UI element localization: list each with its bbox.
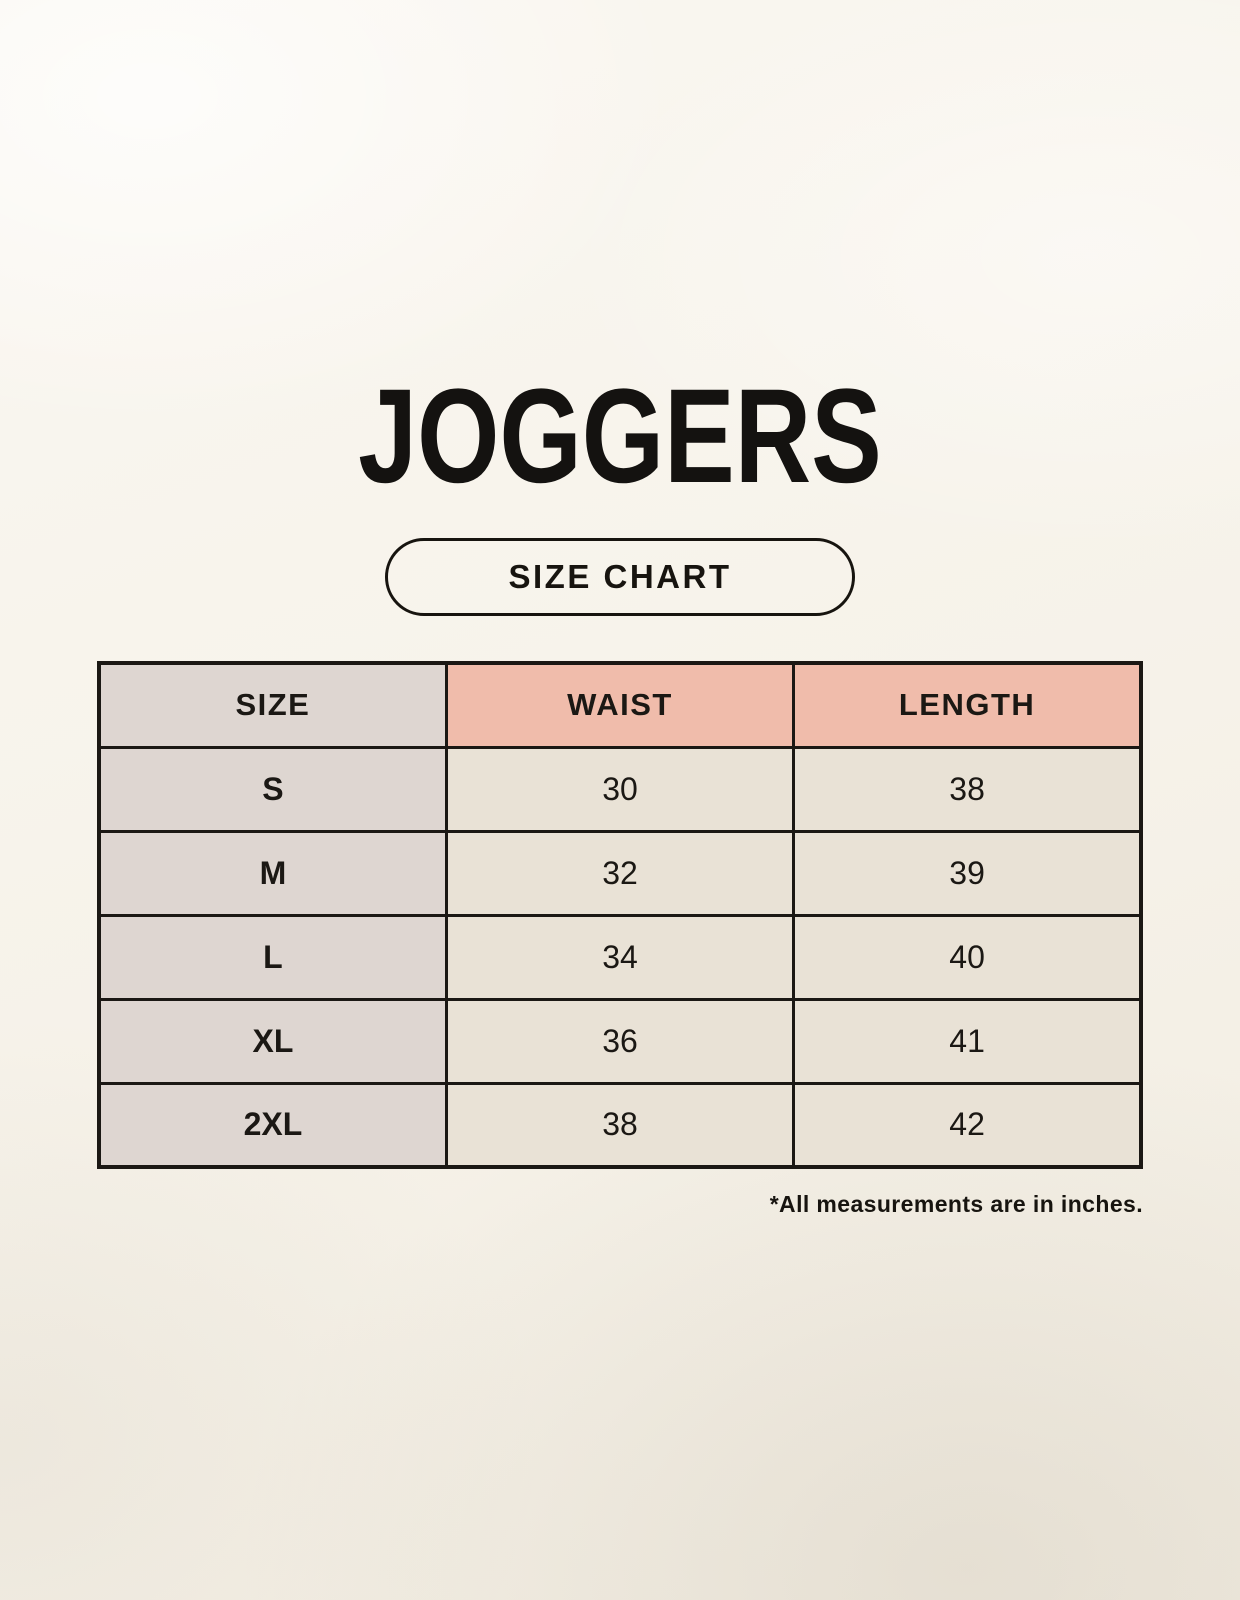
length-cell: 40 xyxy=(792,913,1143,1001)
page-title: JOGGERS xyxy=(358,362,882,511)
measurements-footnote: *All measurements are in inches. xyxy=(769,1191,1143,1217)
waist-cell: 32 xyxy=(444,829,796,917)
waist-cell: 30 xyxy=(444,745,796,833)
waist-cell: 38 xyxy=(444,1081,796,1169)
size-table: SIZE WAIST LENGTH S 30 38 M 32 39 L 34 40 XL 36 41 2… xyxy=(97,661,1143,1169)
table-row: M 32 39 xyxy=(97,829,1143,917)
size-chart-button[interactable]: SIZE CHART xyxy=(385,538,855,616)
waist-cell: 36 xyxy=(444,997,796,1085)
column-header-length: LENGTH xyxy=(792,661,1143,749)
size-chart-button-label: SIZE CHART xyxy=(508,558,732,595)
length-cell: 38 xyxy=(792,745,1143,833)
length-cell: 42 xyxy=(792,1081,1143,1169)
table-row: 2XL 38 42 xyxy=(97,1081,1143,1169)
table-header-row: SIZE WAIST LENGTH xyxy=(97,661,1143,749)
waist-cell: 34 xyxy=(444,913,796,1001)
length-cell: 41 xyxy=(792,997,1143,1085)
table-row: S 30 38 xyxy=(97,745,1143,833)
length-cell: 39 xyxy=(792,829,1143,917)
size-table-body: S 30 38 M 32 39 L 34 40 XL 36 41 2XL 38 42 xyxy=(97,745,1143,1169)
table-row: XL 36 41 xyxy=(97,997,1143,1085)
column-header-size: SIZE xyxy=(97,661,448,749)
size-cell: S xyxy=(97,745,448,833)
size-table-header: SIZE WAIST LENGTH xyxy=(97,661,1143,749)
size-cell: L xyxy=(97,913,448,1001)
size-cell: M xyxy=(97,829,448,917)
size-cell: 2XL xyxy=(97,1081,448,1169)
table-row: L 34 40 xyxy=(97,913,1143,1001)
column-header-waist: WAIST xyxy=(444,661,796,749)
size-cell: XL xyxy=(97,997,448,1085)
